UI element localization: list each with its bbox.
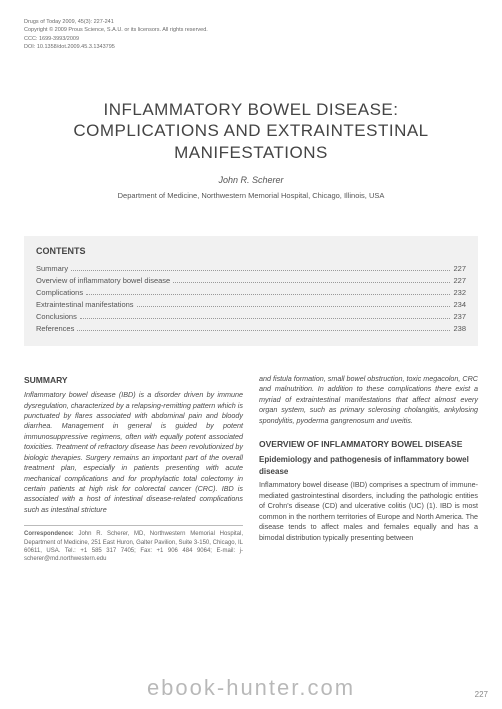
- toc-label: Overview of inflammatory bowel disease: [36, 276, 170, 285]
- toc-page: 232: [453, 288, 466, 297]
- toc-row: Overview of inflammatory bowel disease 2…: [36, 276, 466, 285]
- toc-label: Complications: [36, 288, 83, 297]
- right-column: and fistula formation, small bowel obstr…: [259, 374, 478, 564]
- left-column: SUMMARY Inflammatory bowel disease (IBD)…: [24, 374, 243, 564]
- summary-heading: SUMMARY: [24, 374, 243, 386]
- author-affiliation: Department of Medicine, Northwestern Mem…: [24, 191, 478, 200]
- toc-list: Summary 227Overview of inflammatory bowe…: [36, 264, 466, 333]
- journal-meta: Drugs of Today 2009, 45(3): 227-241 Copy…: [24, 18, 478, 51]
- contents-heading: CONTENTS: [36, 246, 466, 256]
- toc-dots: [86, 294, 450, 295]
- epidemiology-heading: Epidemiology and pathogenesis of inflamm…: [259, 454, 478, 477]
- toc-dots: [173, 282, 450, 283]
- toc-page: 237: [453, 312, 466, 321]
- toc-row: Complications 232: [36, 288, 466, 297]
- two-column-layout: SUMMARY Inflammatory bowel disease (IBD)…: [24, 374, 478, 564]
- title-line: INFLAMMATORY BOWEL DISEASE:: [103, 100, 398, 119]
- summary-continuation: and fistula formation, small bowel obstr…: [259, 374, 478, 426]
- toc-label: References: [36, 324, 74, 333]
- title-line: MANIFESTATIONS: [174, 143, 328, 162]
- toc-dots: [80, 318, 451, 319]
- article-title: INFLAMMATORY BOWEL DISEASE: COMPLICATION…: [24, 99, 478, 163]
- page-container: Drugs of Today 2009, 45(3): 227-241 Copy…: [0, 0, 502, 564]
- toc-dots: [77, 330, 450, 331]
- epidemiology-body: Inflammatory bowel disease (IBD) compris…: [259, 480, 478, 543]
- watermark: ebook-hunter.com: [0, 675, 502, 701]
- meta-line: Copyright © 2009 Prous Science, S.A.U. o…: [24, 26, 478, 34]
- correspondence-label: Correspondence:: [24, 531, 74, 537]
- toc-label: Conclusions: [36, 312, 77, 321]
- toc-row: References 238: [36, 324, 466, 333]
- summary-body: Inflammatory bowel disease (IBD) is a di…: [24, 390, 243, 515]
- toc-row: Conclusions 237: [36, 312, 466, 321]
- toc-label: Extraintestinal manifestations: [36, 300, 134, 309]
- spacer: [259, 426, 478, 438]
- correspondence-block: Correspondence: John R. Scherer, MD, Nor…: [24, 525, 243, 564]
- toc-page: 227: [453, 276, 466, 285]
- toc-label: Summary: [36, 264, 68, 273]
- page-number: 227: [475, 690, 488, 699]
- author-name: John R. Scherer: [24, 175, 478, 185]
- overview-heading: OVERVIEW OF INFLAMMATORY BOWEL DISEASE: [259, 438, 478, 450]
- toc-page: 234: [453, 300, 466, 309]
- toc-row: Extraintestinal manifestations 234: [36, 300, 466, 309]
- meta-line: DOI: 10.1358/dot.2009.45.3.1343795: [24, 43, 478, 51]
- contents-box: CONTENTS Summary 227Overview of inflamma…: [24, 236, 478, 346]
- toc-dots: [71, 270, 450, 271]
- toc-row: Summary 227: [36, 264, 466, 273]
- toc-page: 227: [453, 264, 466, 273]
- meta-line: Drugs of Today 2009, 45(3): 227-241: [24, 18, 478, 26]
- toc-dots: [137, 306, 451, 307]
- title-line: COMPLICATIONS AND EXTRAINTESTINAL: [73, 121, 428, 140]
- meta-line: CCC: 1699-3993/2009: [24, 35, 478, 43]
- toc-page: 238: [453, 324, 466, 333]
